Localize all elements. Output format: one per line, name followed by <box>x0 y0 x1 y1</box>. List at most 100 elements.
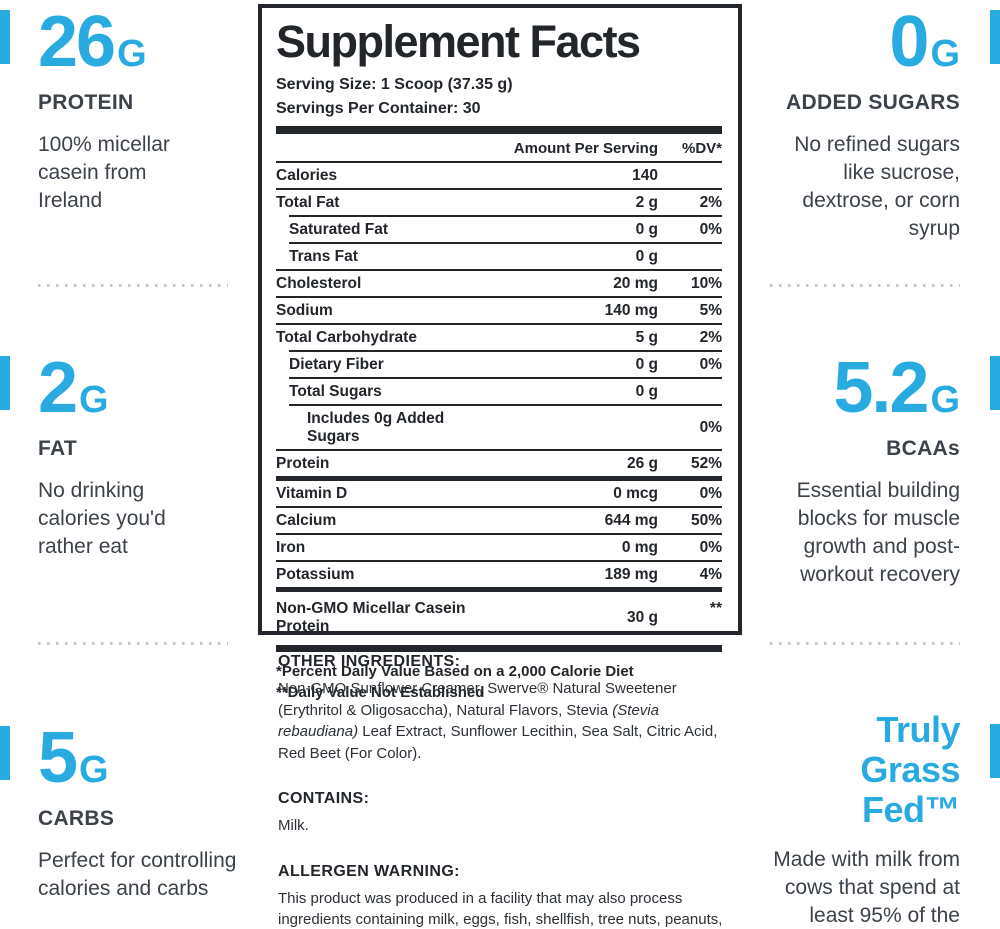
nutrition-row-cholesterol: Cholesterol 20 mg 10% <box>276 269 722 296</box>
feature-label: BCAAs <box>886 437 960 460</box>
nutrient-name: Sodium <box>276 301 333 319</box>
nutrient-name: Total Carbohydrate <box>276 328 417 346</box>
nutrient-name: Vitamin D <box>276 484 348 502</box>
nutrition-row-total-sugars: Total Sugars 0 g <box>289 377 722 404</box>
feature-number: 26 <box>38 2 116 82</box>
other-ingredients-heading: OTHER INGREDIENTS: <box>278 653 461 670</box>
feature-description: Perfect for controlling calories and car… <box>38 849 237 900</box>
right-feature-column: 0G ADDED SUGARS No refined sugars like s… <box>760 0 1000 929</box>
grass-fed-title-line2: Grass Fed™ <box>860 749 960 830</box>
nutrient-dv: 5% <box>699 301 722 319</box>
supplement-facts-panel: Supplement Facts Serving Size: 1 Scoop (… <box>258 4 742 701</box>
feature-unit: G <box>79 379 109 421</box>
thick-rule <box>276 126 722 135</box>
contains-text: Milk. <box>278 817 309 834</box>
nutrition-row-casein-protein: Non-GMO Micellar Casein Protein 30 g ** <box>276 587 722 643</box>
feature-unit: G <box>79 749 109 791</box>
nutrient-amount: 0 g <box>635 355 658 373</box>
nutrient-name: Includes 0g Added Sugars <box>307 409 445 445</box>
panel-title: Supplement Facts <box>276 16 641 67</box>
feature-number: 5.2 <box>833 348 929 428</box>
nutrition-row-calories: Calories 140 <box>276 163 722 188</box>
nutrient-amount: 2 g <box>635 193 658 211</box>
nutrient-dv: 4% <box>699 565 722 583</box>
amount-header: Amount Per Serving <box>513 140 658 158</box>
nutrient-name: Iron <box>276 538 306 556</box>
nutrient-name: Total Sugars <box>289 382 382 400</box>
nutrient-name: Potassium <box>276 565 355 583</box>
feature-description: No refined sugars like sucrose, dextrose… <box>794 133 960 240</box>
nutrient-dv: 0% <box>699 220 722 238</box>
nutrition-row-total-carbohydrate: Total Carbohydrate 5 g 2% <box>276 323 722 350</box>
nutrition-row-added-sugars: Includes 0g Added Sugars 0% <box>289 404 722 449</box>
nutrient-amount: 140 mg <box>604 301 658 319</box>
nutrition-row-vitamin-d: Vitamin D 0 mcg 0% <box>276 476 722 506</box>
nutrition-header-row: Amount Per Serving %DV* <box>276 134 722 164</box>
added-sugars-feature: 0G ADDED SUGARS No refined sugars like s… <box>760 6 1000 243</box>
nutrient-dv: 52% <box>690 454 722 472</box>
nutrient-name: Non-GMO Micellar Casein Protein <box>276 600 466 636</box>
feature-unit: G <box>930 379 960 421</box>
carbs-feature: 5G CARBS Perfect for controlling calorie… <box>0 722 240 903</box>
nutrient-amount: 189 mg <box>604 565 658 583</box>
feature-description: Made with milk from cows that spend at l… <box>773 848 960 927</box>
nutrient-amount: 140 <box>632 166 658 184</box>
nutrient-name: Calories <box>276 166 338 184</box>
info-section: OTHER INGREDIENTS: Non-GMO Sunflower Cre… <box>278 653 730 929</box>
nutrient-name: Protein <box>276 454 330 472</box>
grass-fed-feature: Truly Grass Fed™ Made with milk from cow… <box>760 710 1000 929</box>
serving-size: Serving Size: 1 Scoop (37.35 g) <box>276 76 513 94</box>
nutrient-amount: 20 mg <box>613 274 658 292</box>
dotted-divider <box>38 284 228 287</box>
ingredients-text-italic: (Stevia rebaudiana) <box>278 701 659 741</box>
nutrient-amount: 30 g <box>626 609 658 627</box>
feature-description: Essential building blocks for muscle gro… <box>796 479 960 586</box>
feature-description: No drinking calories you'd rather eat <box>38 479 166 558</box>
dotted-divider <box>38 642 228 645</box>
feature-unit: G <box>117 33 147 75</box>
accent-bar <box>0 356 10 410</box>
nutrient-amount: 0 mg <box>621 538 658 556</box>
nutrient-dv: 2% <box>699 193 722 211</box>
nutrient-name: Dietary Fiber <box>289 355 384 373</box>
feature-label: FAT <box>38 437 78 460</box>
nutrition-row-saturated-fat: Saturated Fat 0 g 0% <box>289 215 722 242</box>
accent-bar <box>990 10 1000 64</box>
nutrition-row-protein: Protein 26 g 52% <box>276 449 722 476</box>
ingredients-text-after: Leaf Extract, Sunflower Lecithin, Sea Sa… <box>278 723 718 762</box>
feature-unit: G <box>930 33 960 75</box>
nutrient-amount: 644 mg <box>604 511 658 529</box>
fat-feature: 2G FAT No drinking calories you'd rather… <box>0 352 240 561</box>
nutrient-dv: 0% <box>699 418 722 436</box>
nutrition-row-iron: Iron 0 mg 0% <box>276 533 722 560</box>
nutrient-dv: ** <box>709 600 722 618</box>
nutrient-name: Saturated Fat <box>289 220 389 238</box>
feature-label: PROTEIN <box>38 91 134 114</box>
nutrient-amount: 0 mcg <box>613 484 658 502</box>
nutrition-row-sodium: Sodium 140 mg 5% <box>276 296 722 323</box>
allergen-section: ALLERGEN WARNING: This product was produ… <box>278 863 730 929</box>
accent-bar <box>990 356 1000 410</box>
nutrient-dv: 0% <box>699 355 722 373</box>
contains-heading: CONTAINS: <box>278 790 370 807</box>
feature-value: 2G <box>38 352 240 424</box>
servings-per-container: Servings Per Container: 30 <box>276 100 481 118</box>
accent-bar <box>990 724 1000 778</box>
feature-label: CARBS <box>38 807 115 830</box>
allergen-heading: ALLERGEN WARNING: <box>278 862 460 880</box>
nutrient-amount: 0 g <box>635 247 658 265</box>
nutrient-dv: 0% <box>699 484 722 502</box>
nutrition-row-total-fat: Total Fat 2 g 2% <box>276 188 722 215</box>
nutrient-name: Total Fat <box>276 193 340 211</box>
grass-fed-title: Truly Grass Fed™ <box>760 710 960 830</box>
left-feature-column: 26G PROTEIN 100% micellar casein from Ir… <box>0 0 240 929</box>
nutrition-row-potassium: Potassium 189 mg 4% <box>276 560 722 587</box>
nutrient-name: Calcium <box>276 511 337 529</box>
bcaas-feature: 5.2G BCAAs Essential building blocks for… <box>760 352 1000 589</box>
other-ingredients-text: Non-GMO Sunflower Creamer, Swerve® Natur… <box>278 678 730 764</box>
accent-bar <box>0 726 10 780</box>
feature-label: ADDED SUGARS <box>786 91 960 114</box>
grass-fed-title-line1: Truly <box>876 709 960 750</box>
dv-header: %DV* <box>681 140 722 158</box>
